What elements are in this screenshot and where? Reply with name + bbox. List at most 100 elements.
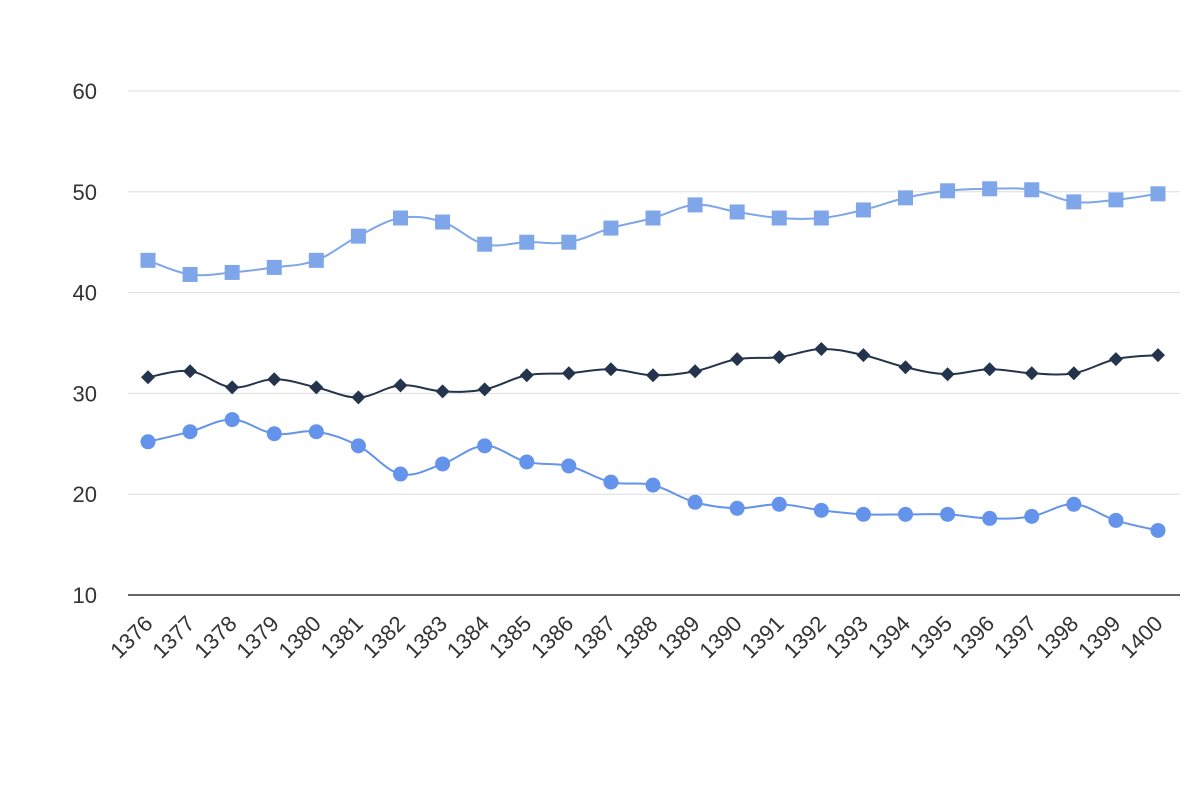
data-point-circle [771, 496, 787, 512]
y-tick-label: 60 [73, 79, 97, 104]
data-point-square [813, 210, 829, 226]
data-point-diamond [141, 370, 155, 385]
data-point-circle [1024, 508, 1040, 524]
x-tick-label: 1382 [358, 611, 410, 663]
series-line-circle [147, 418, 1159, 532]
y-tick-label: 30 [73, 381, 97, 406]
x-tick-label: 1399 [1073, 611, 1125, 663]
data-point-square [687, 197, 703, 213]
series-line-square [147, 187, 1159, 277]
data-point-square [603, 220, 619, 236]
data-point-circle [140, 434, 156, 450]
data-point-diamond [477, 382, 492, 397]
data-point-diamond [856, 348, 871, 363]
data-point-circle [519, 454, 535, 470]
data-point-circle [182, 424, 198, 440]
data-point-circle [898, 506, 913, 522]
data-point-diamond [772, 350, 787, 365]
data-point-diamond [1066, 366, 1081, 381]
data-point-circle [940, 506, 956, 522]
data-point-square [729, 204, 745, 220]
data-point-circle [393, 466, 408, 482]
y-axis-tick-labels: 10 20 30 40 50 60 [73, 79, 97, 608]
data-point-square [982, 181, 998, 197]
x-tick-label: 1386 [526, 611, 578, 663]
x-axis-tick-labels: 1376137713781379138013811382138313841385… [105, 611, 1167, 663]
data-point-square [393, 210, 408, 226]
data-point-square [1150, 186, 1166, 202]
data-point-square [519, 234, 535, 250]
data-point-circle [561, 458, 577, 474]
data-point-diamond [1151, 348, 1165, 363]
data-point-diamond [267, 372, 282, 387]
data-point-square [1108, 192, 1124, 208]
data-point-diamond [646, 368, 660, 383]
data-point-circle [1150, 522, 1166, 538]
data-point-square [645, 210, 661, 226]
data-point-diamond [225, 380, 240, 395]
data-point-circle [1066, 496, 1082, 512]
data-point-diamond [435, 384, 450, 399]
x-tick-label: 1398 [1031, 611, 1083, 663]
data-point-circle [350, 438, 366, 454]
data-point-square [140, 252, 156, 268]
x-tick-label: 1394 [863, 611, 915, 663]
x-tick-label: 1388 [610, 611, 662, 663]
x-tick-label: 1387 [568, 611, 620, 663]
data-point-circle [308, 424, 324, 440]
x-tick-label: 1383 [400, 611, 452, 663]
data-point-square [940, 183, 956, 199]
x-tick-label: 1390 [694, 611, 746, 663]
data-point-square [561, 234, 577, 250]
data-point-circle [729, 500, 745, 516]
x-tick-label: 1380 [274, 611, 326, 663]
series-markers [140, 181, 1166, 538]
data-point-diamond [351, 390, 366, 405]
data-point-square [350, 228, 366, 244]
data-point-square [1024, 182, 1040, 198]
x-tick-label: 1395 [905, 611, 957, 663]
y-tick-label: 20 [73, 482, 97, 507]
data-point-diamond [519, 368, 534, 383]
x-tick-label: 1381 [316, 611, 368, 663]
data-point-circle [1108, 512, 1124, 528]
data-point-square [898, 190, 913, 206]
data-point-square [771, 210, 787, 226]
data-point-square [182, 266, 198, 282]
x-tick-label: 1376 [105, 611, 157, 663]
data-point-diamond [1108, 352, 1123, 367]
x-tick-label: 1378 [189, 611, 241, 663]
x-tick-label: 1393 [821, 611, 873, 663]
x-tick-label: 1391 [736, 611, 788, 663]
data-point-circle [435, 456, 451, 472]
data-point-circle [603, 474, 619, 490]
data-point-circle [813, 502, 829, 518]
data-point-diamond [309, 380, 324, 395]
data-point-diamond [183, 364, 198, 379]
data-point-diamond [688, 364, 703, 379]
data-point-square [224, 264, 240, 280]
y-tick-label: 50 [73, 180, 97, 205]
x-tick-label: 1389 [652, 611, 704, 663]
data-point-circle [687, 494, 703, 510]
data-point-square [855, 202, 871, 218]
x-tick-label: 1377 [147, 611, 199, 663]
data-point-diamond [982, 362, 997, 377]
y-tick-label: 40 [73, 281, 97, 306]
y-tick-label: 10 [73, 583, 97, 608]
data-point-circle [477, 438, 493, 454]
x-tick-label: 1379 [231, 611, 283, 663]
gridlines [128, 90, 1180, 596]
data-point-diamond [603, 362, 618, 377]
data-point-diamond [814, 342, 829, 357]
data-point-diamond [393, 378, 408, 393]
data-point-circle [645, 477, 661, 493]
x-tick-label: 1400 [1115, 611, 1167, 663]
data-point-diamond [940, 367, 955, 382]
x-tick-label: 1384 [442, 611, 494, 663]
data-point-diamond [1024, 366, 1039, 381]
data-point-square [308, 252, 324, 268]
data-point-circle [266, 426, 282, 442]
data-point-square [1066, 194, 1082, 210]
